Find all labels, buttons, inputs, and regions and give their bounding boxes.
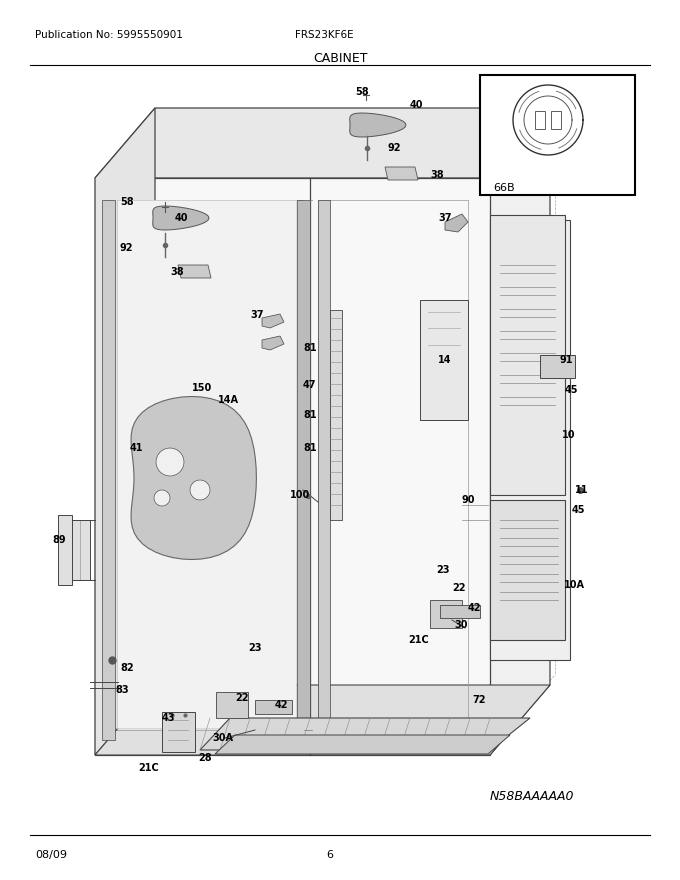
Text: 30: 30	[454, 620, 468, 630]
Text: 45: 45	[565, 385, 579, 395]
Text: 43: 43	[162, 713, 175, 723]
Text: N58BAAAAA0: N58BAAAAA0	[490, 790, 575, 803]
Text: 10A: 10A	[564, 580, 585, 590]
Text: FRS23KF6E: FRS23KF6E	[295, 30, 354, 40]
Text: 37: 37	[250, 310, 264, 320]
Polygon shape	[385, 167, 418, 180]
Polygon shape	[297, 200, 310, 740]
Polygon shape	[58, 515, 72, 585]
Polygon shape	[490, 500, 565, 640]
Bar	[535, 111, 545, 129]
Bar	[551, 111, 561, 129]
Text: 22: 22	[452, 583, 466, 593]
Polygon shape	[430, 600, 462, 628]
Polygon shape	[162, 712, 195, 752]
Polygon shape	[445, 214, 468, 232]
Polygon shape	[156, 448, 184, 476]
Text: 38: 38	[430, 170, 443, 180]
Text: 40: 40	[410, 100, 424, 110]
Text: 6: 6	[326, 850, 333, 860]
Text: 81: 81	[303, 443, 317, 453]
Polygon shape	[95, 108, 550, 178]
Text: 14A: 14A	[218, 395, 239, 405]
Text: 38: 38	[170, 267, 184, 277]
Polygon shape	[318, 200, 330, 740]
Text: 89: 89	[52, 535, 66, 545]
Polygon shape	[216, 692, 248, 718]
Polygon shape	[215, 735, 510, 754]
Text: 28: 28	[198, 753, 211, 763]
Bar	[480, 75, 635, 195]
Polygon shape	[95, 685, 550, 755]
Text: 37: 37	[438, 213, 452, 223]
Polygon shape	[178, 265, 211, 278]
Text: 92: 92	[120, 243, 133, 253]
Text: 58: 58	[355, 87, 369, 97]
Polygon shape	[153, 206, 209, 230]
Text: 66B: 66B	[493, 183, 515, 193]
Text: 21C: 21C	[138, 763, 158, 773]
Polygon shape	[440, 605, 480, 618]
Polygon shape	[330, 310, 342, 520]
Text: 82: 82	[120, 663, 134, 673]
Text: 58: 58	[120, 197, 134, 207]
Polygon shape	[540, 355, 575, 378]
Text: 45: 45	[572, 505, 585, 515]
Text: 42: 42	[275, 700, 288, 710]
Polygon shape	[190, 480, 210, 500]
Polygon shape	[490, 108, 550, 755]
Text: 42: 42	[468, 603, 481, 613]
Text: 81: 81	[303, 343, 317, 353]
Text: 72: 72	[472, 695, 486, 705]
Text: 90: 90	[462, 495, 475, 505]
Polygon shape	[154, 490, 170, 506]
Polygon shape	[420, 300, 468, 420]
Text: 08/09: 08/09	[35, 850, 67, 860]
Text: 47: 47	[303, 380, 316, 390]
Polygon shape	[95, 108, 155, 755]
Text: 40: 40	[175, 213, 188, 223]
Polygon shape	[131, 397, 256, 560]
Text: 23: 23	[248, 643, 262, 653]
Polygon shape	[117, 200, 296, 728]
Text: 23: 23	[436, 565, 449, 575]
Polygon shape	[350, 113, 406, 137]
Text: 81: 81	[303, 410, 317, 420]
Text: 41: 41	[130, 443, 143, 453]
Text: 11: 11	[575, 485, 588, 495]
Polygon shape	[95, 178, 490, 755]
Text: 92: 92	[388, 143, 401, 153]
Polygon shape	[490, 215, 565, 495]
Text: 14: 14	[438, 355, 452, 365]
Text: 10: 10	[562, 430, 575, 440]
Text: 100: 100	[290, 490, 310, 500]
Text: CABINET: CABINET	[313, 52, 367, 65]
Polygon shape	[200, 718, 530, 750]
Polygon shape	[255, 700, 292, 714]
Text: 150: 150	[192, 383, 212, 393]
Text: 83: 83	[115, 685, 129, 695]
Text: 91: 91	[560, 355, 573, 365]
Text: 22: 22	[235, 693, 248, 703]
Polygon shape	[102, 200, 115, 740]
Polygon shape	[262, 336, 284, 350]
Polygon shape	[490, 220, 570, 660]
Text: 30A: 30A	[212, 733, 233, 743]
Polygon shape	[60, 520, 90, 580]
Text: Publication No: 5995550901: Publication No: 5995550901	[35, 30, 183, 40]
Polygon shape	[262, 314, 284, 328]
Text: 21C: 21C	[408, 635, 429, 645]
